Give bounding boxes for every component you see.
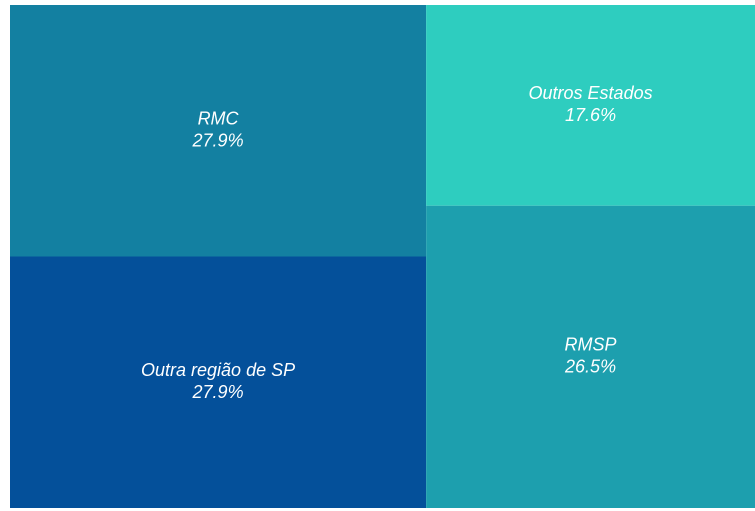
tile-value-label: 27.9% [192, 131, 244, 151]
tile-label: RMC [198, 109, 240, 129]
treemap-tile [426, 5, 755, 206]
treemap-tile [10, 5, 427, 257]
treemap-tile [426, 205, 755, 508]
tile-label: RMSP [565, 335, 617, 355]
treemap-tile [10, 256, 427, 508]
tile-value-label: 17.6% [565, 105, 616, 125]
tile-value-label: 26.5% [564, 357, 616, 377]
tile-label: Outros Estados [529, 83, 653, 103]
tile-label: Outra região de SP [141, 360, 295, 380]
tile-value-label: 27.9% [192, 382, 244, 402]
